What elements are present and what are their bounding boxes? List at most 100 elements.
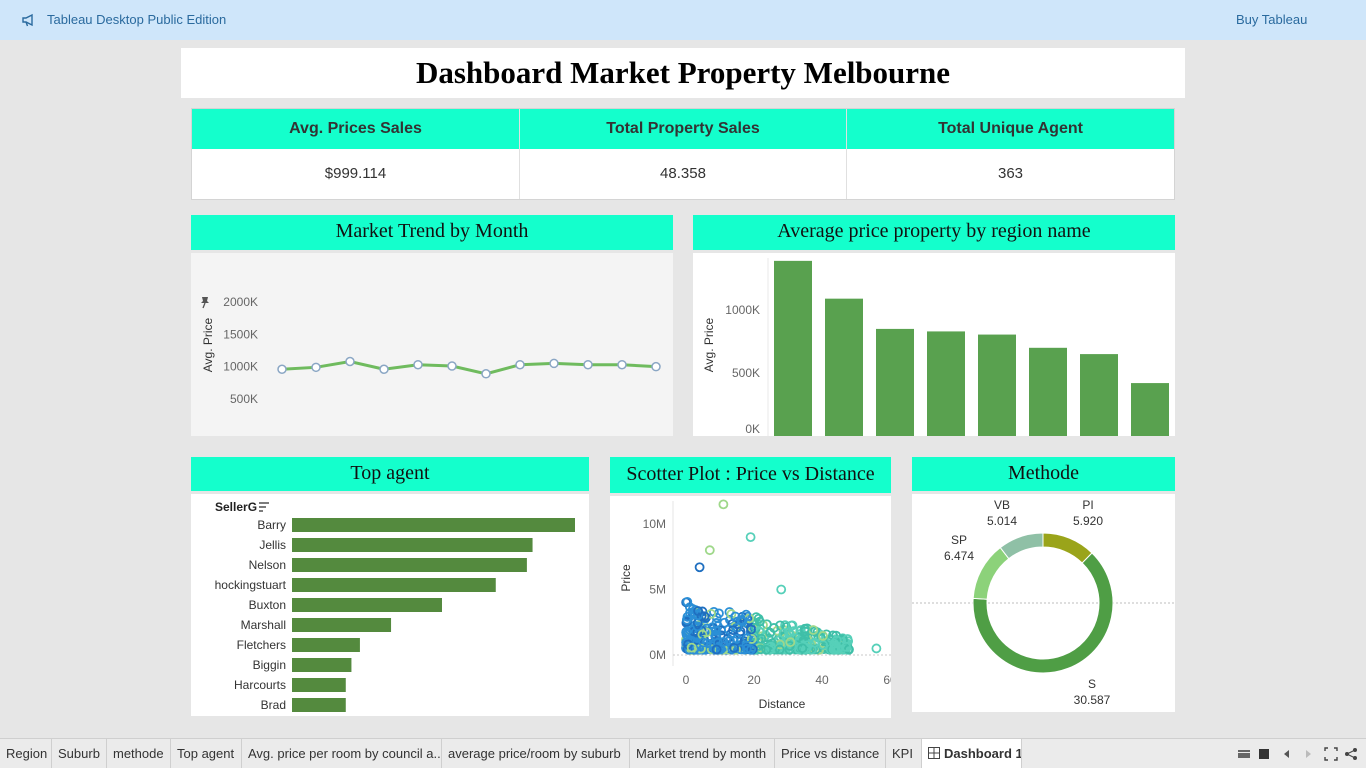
previous-sheet-icon[interactable] — [1280, 747, 1294, 761]
tab-methode[interactable]: methode — [107, 739, 171, 768]
agent-bar[interactable] — [292, 678, 346, 692]
scatter-point[interactable] — [706, 644, 717, 655]
methode-slice[interactable] — [1042, 532, 1093, 564]
methode-slice[interactable] — [972, 552, 1114, 674]
scatter-point[interactable] — [699, 611, 710, 622]
scatter-point[interactable] — [774, 644, 785, 655]
scatter-point[interactable] — [698, 637, 709, 648]
kpi-total-sales[interactable]: Total Property Sales 48.358 — [519, 109, 846, 199]
scatter-point[interactable] — [694, 562, 705, 573]
region-price-chart[interactable]: Avg. Price 0K 500K 1000K — [693, 253, 1175, 436]
region-bar[interactable] — [774, 260, 812, 436]
region-bar[interactable] — [876, 328, 914, 436]
scatter-chart[interactable]: Price Distance 0M 5M 10M 0 20 40 60 — [610, 496, 897, 718]
agent-bar[interactable] — [292, 578, 496, 592]
fullscreen-icon[interactable] — [1324, 747, 1338, 761]
tab-top-agent[interactable]: Top agent — [171, 739, 242, 768]
scatter-point[interactable] — [746, 634, 757, 644]
scatter-point[interactable] — [788, 626, 799, 637]
region-bar[interactable] — [1029, 347, 1067, 436]
share-icon[interactable] — [1344, 747, 1358, 761]
top-agent-chart[interactable]: SellerG Barry Jellis Nelson hockingstuart Bu… — [191, 494, 589, 716]
tab-suburb[interactable]: Suburb — [52, 739, 107, 768]
scatter-point[interactable] — [681, 626, 692, 637]
scatter-point[interactable] — [746, 644, 756, 655]
agent-bar[interactable] — [292, 518, 575, 532]
scatter-point[interactable] — [730, 611, 741, 622]
agent-bar[interactable] — [292, 618, 392, 632]
agent-bar[interactable] — [292, 698, 346, 712]
scatter-point[interactable] — [715, 644, 726, 655]
scatter-point[interactable] — [704, 545, 715, 556]
scatter-point[interactable] — [742, 643, 752, 654]
scatter-point[interactable] — [742, 633, 753, 644]
filmstrip-view-icon[interactable] — [1237, 747, 1251, 761]
scatter-point[interactable] — [742, 614, 753, 625]
methode-chart[interactable]: PI 5.920 S 30.587 SP 6.474 VB 5.014 — [912, 494, 1175, 712]
tab-dashboard-1[interactable]: Dashboard 1 — [922, 739, 1022, 768]
scatter-point[interactable] — [784, 627, 794, 637]
trend-point[interactable] — [549, 358, 559, 369]
trend-point[interactable] — [447, 361, 457, 371]
agent-bar[interactable] — [292, 638, 360, 652]
methode-slice[interactable] — [999, 532, 1044, 560]
scatter-point[interactable] — [711, 644, 722, 655]
scatter-point[interactable] — [731, 644, 741, 655]
scatter-point[interactable] — [841, 641, 852, 652]
scatter-point[interactable] — [711, 618, 722, 628]
scatter-point[interactable] — [871, 643, 882, 654]
tab-avg-price-council[interactable]: Avg. price per room by council a... — [242, 739, 442, 768]
trend-point[interactable] — [481, 369, 491, 379]
next-sheet-icon[interactable] — [1301, 747, 1315, 761]
methode-slice[interactable] — [972, 546, 1010, 600]
region-bar[interactable] — [978, 334, 1016, 436]
trend-point[interactable] — [311, 362, 321, 373]
scatter-point[interactable] — [737, 616, 748, 627]
scatter-point[interactable] — [755, 616, 765, 627]
scatter-point[interactable] — [692, 627, 703, 638]
buy-tableau-link[interactable]: Buy Tableau — [1236, 12, 1308, 27]
scatter-point[interactable] — [828, 644, 839, 655]
agent-bar[interactable] — [292, 658, 352, 672]
scatter-point[interactable] — [682, 611, 693, 622]
scatter-point[interactable] — [682, 596, 693, 607]
scatter-point[interactable] — [718, 499, 729, 510]
region-bar[interactable] — [1080, 354, 1118, 436]
tab-kpi[interactable]: KPI — [886, 739, 922, 768]
trend-point[interactable] — [617, 359, 627, 370]
scatter-point[interactable] — [785, 637, 796, 648]
tab-price-distance[interactable]: Price vs distance — [775, 739, 886, 768]
scatter-point[interactable] — [776, 584, 787, 595]
scatter-point[interactable] — [696, 643, 706, 654]
agent-bar[interactable] — [292, 538, 533, 552]
scatter-point[interactable] — [729, 642, 739, 653]
scatter-point[interactable] — [693, 606, 704, 616]
trend-point[interactable] — [413, 359, 423, 370]
kpi-unique-agent[interactable]: Total Unique Agent 363 — [846, 109, 1174, 199]
scatter-point[interactable] — [778, 628, 789, 639]
scatter-point[interactable] — [745, 532, 756, 542]
scatter-point[interactable] — [765, 627, 775, 638]
scatter-point[interactable] — [761, 644, 772, 655]
sort-icon[interactable] — [259, 502, 269, 512]
scatter-point[interactable] — [728, 625, 738, 636]
kpi-avg-price[interactable]: Avg. Prices Sales $999.114 — [192, 109, 519, 199]
agent-bar[interactable] — [292, 598, 442, 612]
region-bar[interactable] — [825, 298, 863, 436]
scatter-point[interactable] — [818, 640, 828, 650]
trend-point[interactable] — [379, 364, 389, 375]
trend-point[interactable] — [583, 359, 593, 370]
scatter-point[interactable] — [843, 644, 854, 655]
pin-icon[interactable] — [201, 297, 209, 309]
region-bar[interactable] — [1131, 383, 1169, 436]
show-sheets-icon[interactable] — [1257, 747, 1271, 761]
region-bar[interactable] — [927, 331, 965, 436]
tab-market-trend[interactable]: Market trend by month — [630, 739, 775, 768]
scatter-point[interactable] — [829, 638, 840, 649]
scatter-point[interactable] — [797, 643, 808, 654]
agent-bar[interactable] — [292, 558, 527, 572]
trend-point[interactable] — [651, 361, 661, 372]
tab-avg-price-suburb[interactable]: average price/room by suburb — [442, 739, 630, 768]
scatter-point[interactable] — [693, 610, 703, 621]
scatter-point[interactable] — [811, 644, 821, 655]
